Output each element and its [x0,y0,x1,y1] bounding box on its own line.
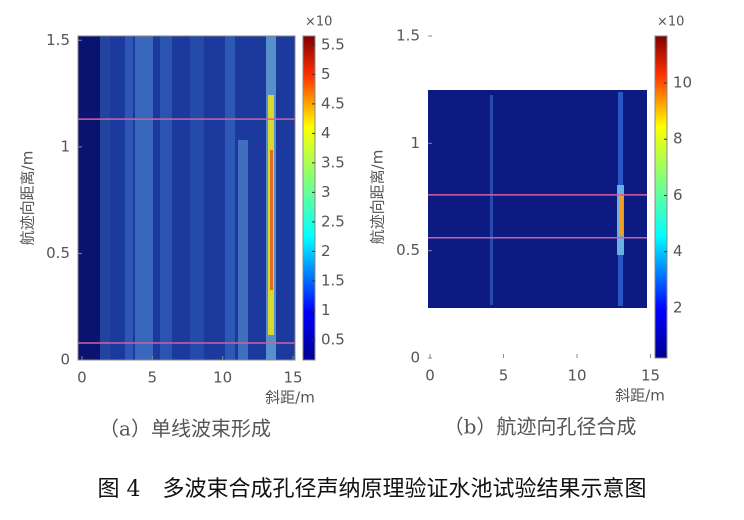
y-tick-label: 0 [60,351,70,369]
colorbar-label: ×10 [305,15,332,30]
x-tick-label: 10 [567,367,586,385]
colorbar-tick-label: 2 [673,298,683,316]
colorbar-tick-label: 2 [321,242,331,260]
colorbar-tick-label: 4 [673,242,683,260]
y-tick-label: 1.5 [396,27,420,45]
x-tick-label: 0 [425,367,435,385]
y-axis-label: 航迹向距离/m [19,151,37,246]
colorbar-tick-label: 4 [321,124,331,142]
y-tick-label: 1 [410,134,420,152]
x-axis-label: 斜距/m [265,389,315,407]
x-axis-label: 斜距/m [615,387,665,405]
colorbar-tick-label: 5.5 [321,35,345,53]
heatmap-b [428,90,647,308]
subtitle: （b）航迹向孔径合成 [444,415,637,439]
y-tick-label: 0.5 [396,241,420,259]
colorbar-tick-label: 3 [321,183,331,201]
y-axis-label: 航迹向距离/m [369,150,387,245]
y-tick-label: 1.5 [46,31,70,49]
colorbar-tick-label: 4.5 [321,94,345,112]
subtitle: （a）单线波束形成 [99,417,271,441]
x-tick-label: 0 [77,369,87,387]
x-tick-label: 5 [148,369,158,387]
colorbar-tick-label: 3.5 [321,153,345,171]
colorbar-tick-label: 6 [673,186,683,204]
y-tick-label: 0 [410,349,420,367]
x-tick-label: 15 [641,367,660,385]
colorbar-label: ×10 [657,15,684,30]
colorbar-tick-label: 1 [321,301,331,319]
colorbar [302,35,316,361]
colorbar-tick-label: 10 [673,73,692,91]
x-tick-label: 10 [213,369,232,387]
colorbar-tick-label: 2.5 [321,212,345,230]
colorbar-tick-label: 8 [673,130,683,148]
x-tick-label: 15 [283,369,302,387]
colorbar [654,35,668,359]
figure-caption: 图 4 多波束合成孔径声纳原理验证水池试验结果示意图 [98,477,647,502]
colorbar-tick-label: 1.5 [321,271,345,289]
heatmap-a [78,36,295,360]
y-tick-label: 0.5 [46,244,70,262]
colorbar-tick-label: 5 [321,65,331,83]
x-tick-label: 5 [499,367,509,385]
y-tick-label: 1 [60,137,70,155]
colorbar-tick-label: 0.5 [321,330,345,348]
plot-frame [77,35,296,361]
